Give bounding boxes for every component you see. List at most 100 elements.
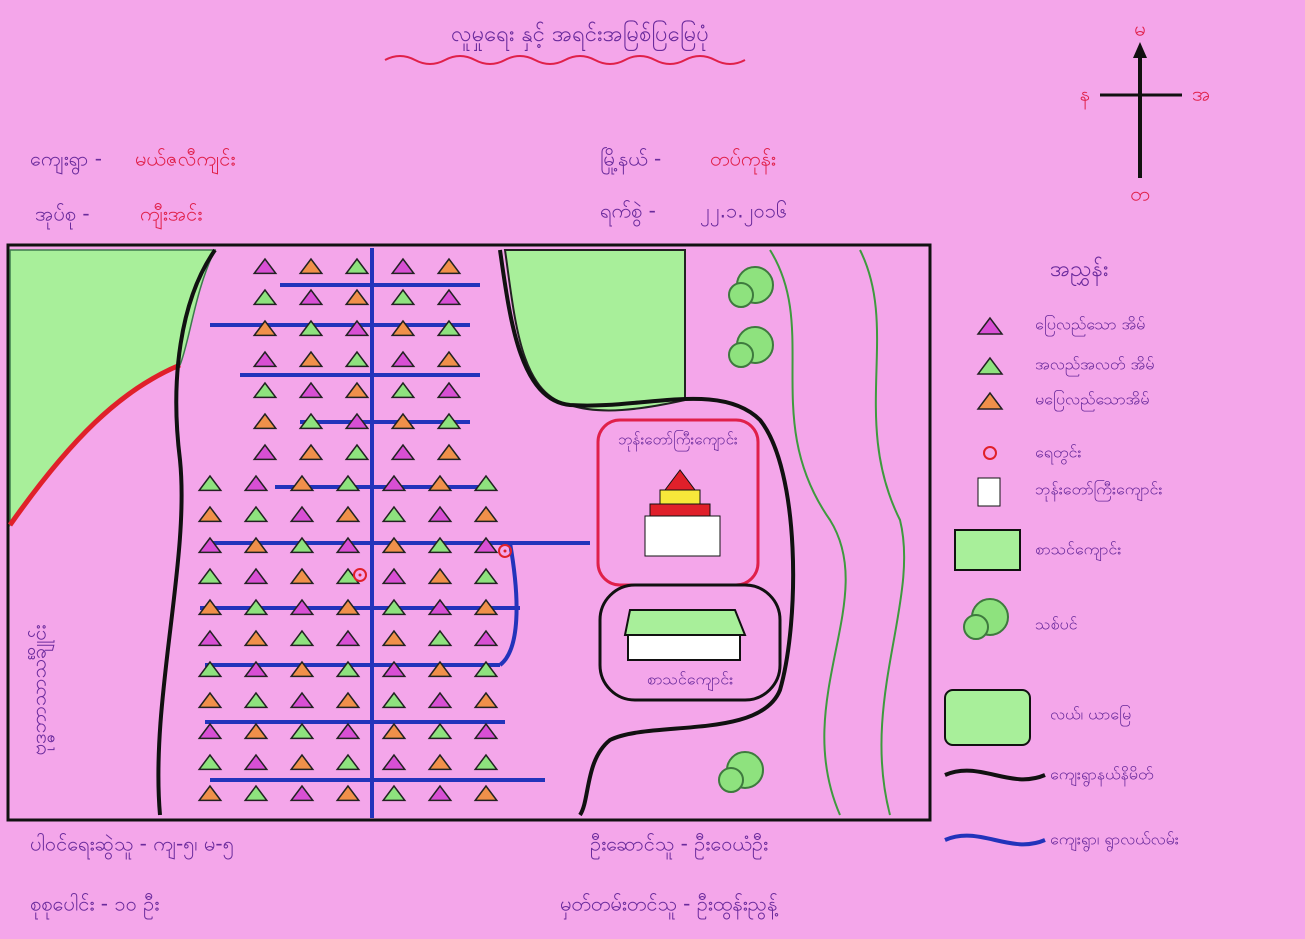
house (298, 257, 324, 275)
house (976, 391, 1004, 410)
house (473, 691, 499, 709)
house (243, 753, 269, 771)
house (243, 784, 269, 802)
house (390, 288, 416, 306)
legend-label: လယ်၊ ယာမြေ (1050, 705, 1131, 727)
house (197, 722, 223, 740)
house (381, 567, 407, 585)
stream (769, 249, 847, 816)
house (289, 691, 315, 709)
house (335, 629, 361, 647)
compass-north: မ (1134, 17, 1145, 41)
house (344, 257, 370, 275)
house (473, 629, 499, 647)
house (298, 288, 324, 306)
house (390, 412, 416, 430)
title-underline (384, 55, 746, 65)
house (473, 722, 499, 740)
house (298, 350, 324, 368)
house (335, 505, 361, 523)
tree (728, 342, 754, 368)
house (427, 722, 453, 740)
house (289, 567, 315, 585)
well (503, 549, 507, 553)
house (381, 691, 407, 709)
legend-label: ကျေးရွာနယ်နိမိတ် (1050, 765, 1154, 787)
legend-monastery (977, 477, 1001, 507)
total: စုစုပေါင်း - ၁၀ ဦး (30, 892, 159, 920)
house (243, 629, 269, 647)
house (436, 257, 462, 275)
house (252, 319, 278, 337)
house (381, 784, 407, 802)
title: လူမှုရေး နှင့် အရင်းအမြစ်ပြမြေပုံ (451, 20, 709, 52)
house (252, 257, 278, 275)
school-label: စာသင်ကျောင်း (647, 670, 733, 692)
map-frame (6, 243, 932, 822)
house (252, 412, 278, 430)
recorder: မှတ်တမ်းတင်သူ - ဦးထွန်းညွန့် (560, 892, 778, 920)
house (335, 474, 361, 492)
house (473, 753, 499, 771)
house (427, 474, 453, 492)
house (473, 505, 499, 523)
house (390, 443, 416, 461)
boundary (156, 248, 217, 816)
house (335, 722, 361, 740)
legend-line (944, 833, 1046, 847)
house (197, 474, 223, 492)
legend-label: စာသင်ကျောင်း (1035, 540, 1121, 562)
house (197, 753, 223, 771)
house (473, 474, 499, 492)
tree (963, 614, 989, 640)
house (243, 598, 269, 616)
house (289, 598, 315, 616)
house (381, 505, 407, 523)
house (252, 288, 278, 306)
house (381, 753, 407, 771)
house (335, 691, 361, 709)
house (197, 784, 223, 802)
participants: ပါဝင်ရေးဆွဲသူ - ကျ-၅၊ မ-၅ (30, 832, 234, 860)
house (344, 319, 370, 337)
house (381, 629, 407, 647)
house (381, 660, 407, 678)
tree (728, 282, 754, 308)
house (390, 350, 416, 368)
house (197, 598, 223, 616)
legend: ပြေလည်သော အိမ်အလည်အလတ် အိမ်မပြေလည်သောအိမ… (944, 315, 1179, 852)
house (197, 567, 223, 585)
house (390, 381, 416, 399)
school-area (598, 583, 782, 702)
house (344, 350, 370, 368)
house (344, 288, 370, 306)
legend-label: သစ်ပင် (1035, 615, 1078, 634)
legend-field (944, 689, 1031, 746)
house (344, 381, 370, 399)
monastery-icon (644, 469, 721, 557)
house (243, 536, 269, 554)
house (427, 753, 453, 771)
village: မယ်ဇလီကျင်း (135, 147, 235, 175)
house (289, 722, 315, 740)
house (427, 505, 453, 523)
house (243, 660, 269, 678)
house (197, 505, 223, 523)
house (298, 412, 324, 430)
compass-south: တ (1130, 182, 1149, 206)
house (381, 598, 407, 616)
house (289, 784, 315, 802)
house (427, 784, 453, 802)
house (335, 660, 361, 678)
house (436, 443, 462, 461)
house (335, 598, 361, 616)
house (197, 691, 223, 709)
house (390, 319, 416, 337)
monastery-label: ဘုန်းတော်ကြီးကျောင်း (618, 430, 738, 452)
compass-west: န (1080, 82, 1090, 110)
township: တပ်ကုန်း (710, 147, 776, 175)
house (976, 316, 1004, 335)
group: ကျီးအင်း (140, 202, 202, 230)
legend-well (983, 446, 997, 460)
cemetery-label: ဗုဒ္ဓဘာသာသင်္ချိုင်း (27, 625, 55, 756)
